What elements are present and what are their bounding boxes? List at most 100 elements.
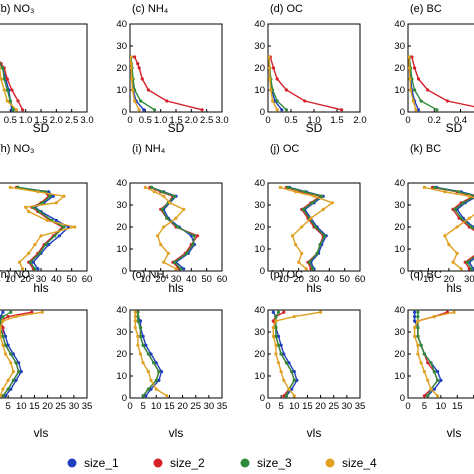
data-point-size_4 (416, 319, 420, 323)
data-point-size_3 (274, 334, 278, 338)
data-point-size_2 (416, 77, 421, 81)
data-point-size_3 (146, 352, 150, 356)
data-point-size_4 (130, 88, 135, 92)
x-tick-label: 2.0 (50, 115, 63, 126)
plot-frame (129, 309, 223, 399)
x-tick-label: 35 (82, 401, 93, 412)
data-point-size_1 (149, 387, 153, 391)
data-point-size_4 (27, 210, 31, 214)
data-point-size_3 (3, 343, 8, 347)
data-point-size_3 (436, 378, 440, 382)
panel-title: (n) NO₃ (0, 269, 34, 281)
data-point-size_4 (14, 315, 18, 319)
x-tick-label: 20 (177, 401, 188, 412)
data-point-size_4 (156, 234, 160, 238)
data-point-size_3 (40, 201, 45, 205)
x-tick-label: 0 (265, 401, 270, 412)
data-point-size_3 (179, 267, 183, 271)
y-tick-label: 30 (394, 200, 405, 211)
data-point-size_4 (174, 216, 178, 220)
data-point-size_3 (165, 216, 169, 220)
data-point-size_4 (455, 251, 459, 255)
data-point-size_3 (11, 108, 15, 112)
x-axis-label: SD (168, 121, 185, 135)
data-point-size_4 (297, 260, 301, 264)
data-point-size_3 (152, 361, 156, 365)
x-tick-label: 40 (51, 274, 62, 285)
data-point-size_1 (36, 267, 40, 271)
data-point-size_4 (292, 315, 296, 319)
data-point-size_3 (284, 108, 288, 112)
data-point-size_1 (19, 370, 23, 374)
data-point-size_2 (282, 394, 286, 398)
data-point-size_4 (143, 185, 147, 189)
y-tick-label: 40 (254, 19, 265, 30)
series-line-size_1 (289, 186, 328, 270)
x-tick-label: 10 (140, 274, 151, 285)
data-point-size_4 (413, 334, 417, 338)
data-point-size_3 (279, 352, 283, 356)
data-point-size_3 (9, 352, 13, 356)
data-point-size_3 (44, 243, 48, 247)
data-point-size_4 (36, 190, 40, 194)
x-tick-label: 2.0 (185, 115, 198, 126)
x-tick-label: 0.5 (284, 115, 297, 126)
data-point-size_1 (282, 352, 286, 356)
y-tick-label: 30 (394, 41, 405, 52)
data-point-size_3 (276, 310, 281, 314)
data-point-size_2 (445, 99, 449, 103)
data-point-size_3 (422, 352, 426, 356)
data-point-size_4 (133, 99, 137, 103)
x-tick-label: 10 (5, 274, 16, 285)
x-tick-label: 60 (355, 274, 366, 285)
x-tick-label: 35 (355, 401, 366, 412)
data-point-size_4 (154, 387, 158, 391)
data-point-size_1 (439, 378, 443, 382)
x-tick-label: 1.0 (307, 115, 320, 126)
data-point-size_1 (290, 387, 294, 391)
data-point-size_3 (11, 378, 15, 382)
data-point-size_4 (451, 260, 455, 264)
x-tick-label: 30 (204, 401, 215, 412)
data-point-size_2 (426, 361, 430, 365)
data-point-size_3 (1, 66, 5, 70)
plot-frame (0, 309, 88, 399)
x-axis-label: vls (307, 426, 322, 440)
y-tick-label: 40 (394, 178, 405, 189)
series-line-size_2 (417, 311, 448, 397)
x-tick-label: 30 (464, 274, 474, 285)
data-point-size_4 (275, 108, 279, 112)
data-point-size_3 (310, 267, 315, 271)
x-tick-label: 20 (155, 274, 166, 285)
x-tick-label: 25 (328, 401, 339, 412)
y-tick-label: 40 (116, 305, 127, 316)
data-point-size_4 (182, 207, 186, 211)
data-point-size_4 (271, 326, 275, 330)
data-point-size_4 (269, 88, 273, 92)
data-point-size_3 (453, 207, 457, 211)
data-point-size_3 (62, 225, 66, 229)
series-line-size_3 (417, 312, 439, 397)
data-point-size_3 (274, 326, 278, 330)
data-point-size_1 (144, 343, 148, 347)
data-point-size_4 (408, 55, 411, 59)
data-point-size_3 (469, 225, 473, 229)
data-point-size_3 (2, 77, 6, 81)
data-point-size_3 (172, 260, 177, 264)
data-point-size_3 (33, 267, 37, 271)
x-tick-label: 0 (265, 115, 270, 126)
data-point-size_3 (8, 99, 12, 103)
data-point-size_3 (17, 370, 21, 374)
x-tick-label: 30 (36, 274, 47, 285)
data-point-size_3 (37, 210, 42, 214)
x-tick-label: 0 (127, 115, 132, 126)
y-tick-label: 0 (260, 107, 265, 118)
data-point-size_3 (303, 190, 307, 194)
data-point-size_4 (443, 234, 447, 238)
data-point-size_2 (271, 319, 275, 323)
series-group (408, 55, 474, 112)
data-point-size_4 (0, 77, 3, 81)
data-point-size_3 (432, 370, 436, 374)
series-line-size_3 (408, 56, 438, 111)
